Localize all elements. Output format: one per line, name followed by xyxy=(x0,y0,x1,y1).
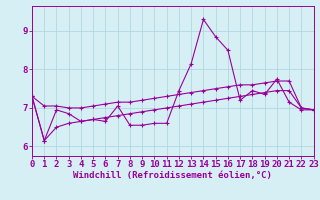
X-axis label: Windchill (Refroidissement éolien,°C): Windchill (Refroidissement éolien,°C) xyxy=(73,171,272,180)
